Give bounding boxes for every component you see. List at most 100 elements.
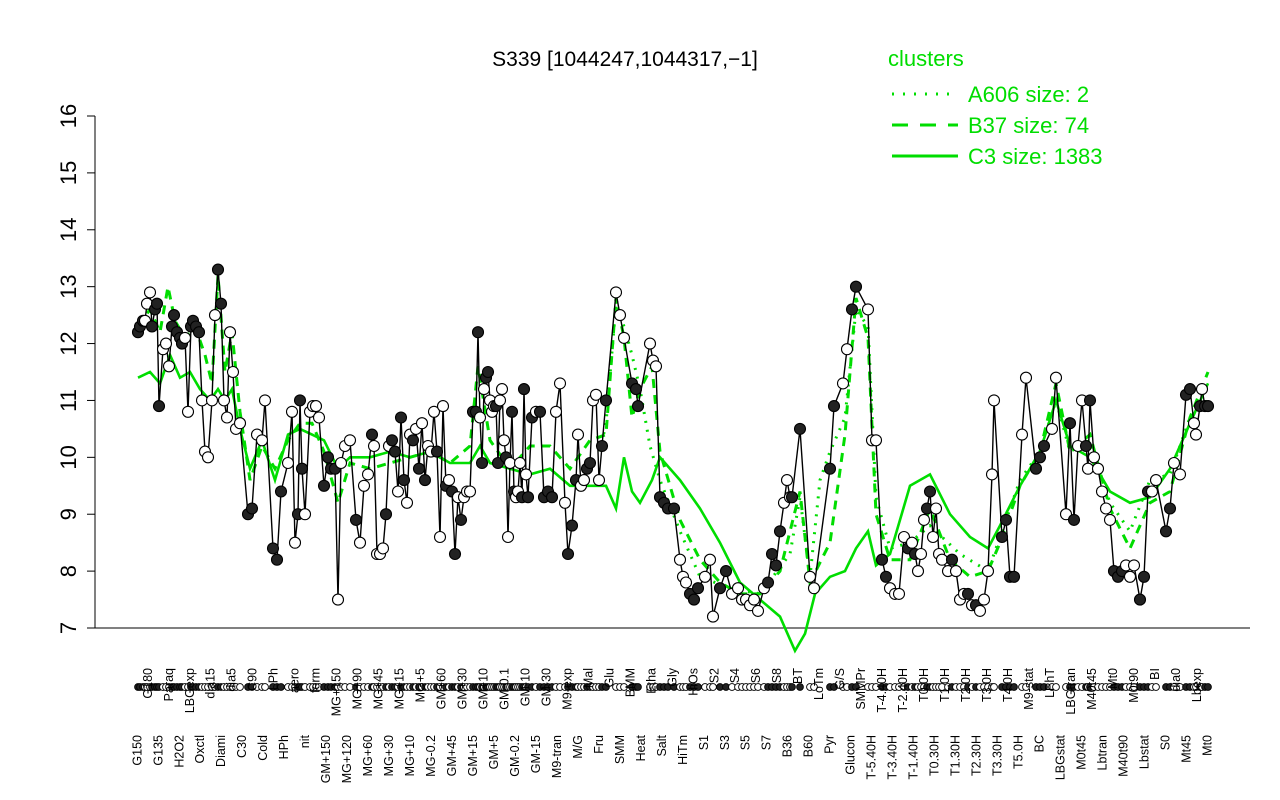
x-tick-label: BI [1148,668,1162,680]
data-point [1019,371,1033,384]
data-point [1123,570,1137,583]
data-point [365,428,379,441]
y-tick-label: 13 [56,274,81,298]
data-point [217,394,231,407]
data-point [599,394,613,407]
data-point [793,422,807,435]
data-point [321,451,335,464]
data-point [181,405,195,418]
data-point [293,394,307,407]
data-point [875,553,889,566]
data-point [703,553,717,566]
y-tick-label: 11 [56,389,81,412]
x-tick-label: HiTm [676,735,690,765]
x-tick-label: LBGtran [1064,668,1078,715]
x-tick-label: M40t90 [1116,735,1130,777]
rug-marker [990,683,998,691]
x-tick-label: GM+60 [434,668,448,709]
data-point [577,474,591,487]
data-point [270,553,284,566]
data-point [418,474,432,487]
legend-entry: A606 size: 2 [968,82,1089,107]
data-point [719,565,733,578]
data-point [1045,422,1059,435]
x-tick-label: Lbtran [1095,735,1109,770]
x-tick-label: SMM [613,735,627,764]
data-point [840,343,854,356]
x-tick-label: GM-0.1 [497,668,511,710]
x-tick-label: dia15 [204,668,218,699]
x-tick-label: Oxctl [193,735,207,763]
data-point [274,485,288,498]
plot-area [94,116,1250,629]
data-point [731,582,745,595]
data-point [561,547,575,561]
data-point [367,439,381,453]
data-point [1163,502,1177,515]
data-point [167,309,181,322]
x-rug [134,683,1212,691]
data-point [533,405,547,418]
x-tick-label: H2O2 [172,735,186,768]
x-tick-label: GM+45 [445,735,459,776]
data-point [985,468,999,481]
data-point [211,263,225,276]
data-point [1015,428,1029,441]
data-point [331,593,345,606]
x-tick-label: BMM [623,668,637,697]
x-tick-label: LoTm [812,668,826,700]
x-tick-label: M9-exp [560,668,574,710]
x-tick-label: M0t45 [1074,735,1088,770]
data-point [245,502,259,515]
data-point [159,337,173,350]
data-point [827,400,841,413]
x-tick-label: T2.0H [959,668,973,702]
y-axis-ticks: 7 8 9 10 11 12 13 14 15 16 [56,104,95,634]
data-point [150,297,164,310]
data-point [558,496,572,509]
data-point [583,456,597,470]
data-point [442,474,456,487]
x-tick-label: T-2.40H [896,668,910,712]
data-point [995,530,1009,544]
data-point [475,456,489,470]
data-point [178,331,192,344]
data-point [785,491,799,504]
rug-marker [830,683,838,691]
x-tick-label: Pyr [823,735,837,754]
data-point [521,491,535,504]
data-point [1173,468,1187,481]
data-point [1081,462,1095,475]
data-point [1087,451,1101,464]
x-tick-label: T1.0H [938,668,952,702]
data-point [448,547,462,561]
x-tick-label: GM+10 [476,668,490,709]
data-point [553,377,567,390]
data-point [769,559,783,572]
x-tick-label: MG+150 [330,668,344,716]
data-point [613,309,627,322]
data-point [687,593,701,606]
x-tick-label: G180 [141,668,155,699]
x-tick-label: T0.30H [928,735,942,776]
data-point [961,587,975,600]
rug-marker [261,683,269,691]
data-point [388,445,402,458]
data-point [349,513,363,526]
data-point [923,485,937,498]
data-point [143,286,157,299]
data-point [589,388,603,401]
x-tick-label: M40t45 [1085,668,1099,710]
data-point [220,411,234,424]
data-point [503,456,517,470]
data-point [571,428,585,441]
x-tick-label: B60 [802,735,816,757]
data-point [317,479,331,492]
rug-marker [1022,683,1030,691]
x-tick-label: MG+45 [372,668,386,709]
x-tick-label: BC [1032,735,1046,752]
data-point [406,434,420,447]
data-point [861,303,875,316]
x-tick-label: M9-tran [550,735,564,778]
data-point [765,547,779,561]
